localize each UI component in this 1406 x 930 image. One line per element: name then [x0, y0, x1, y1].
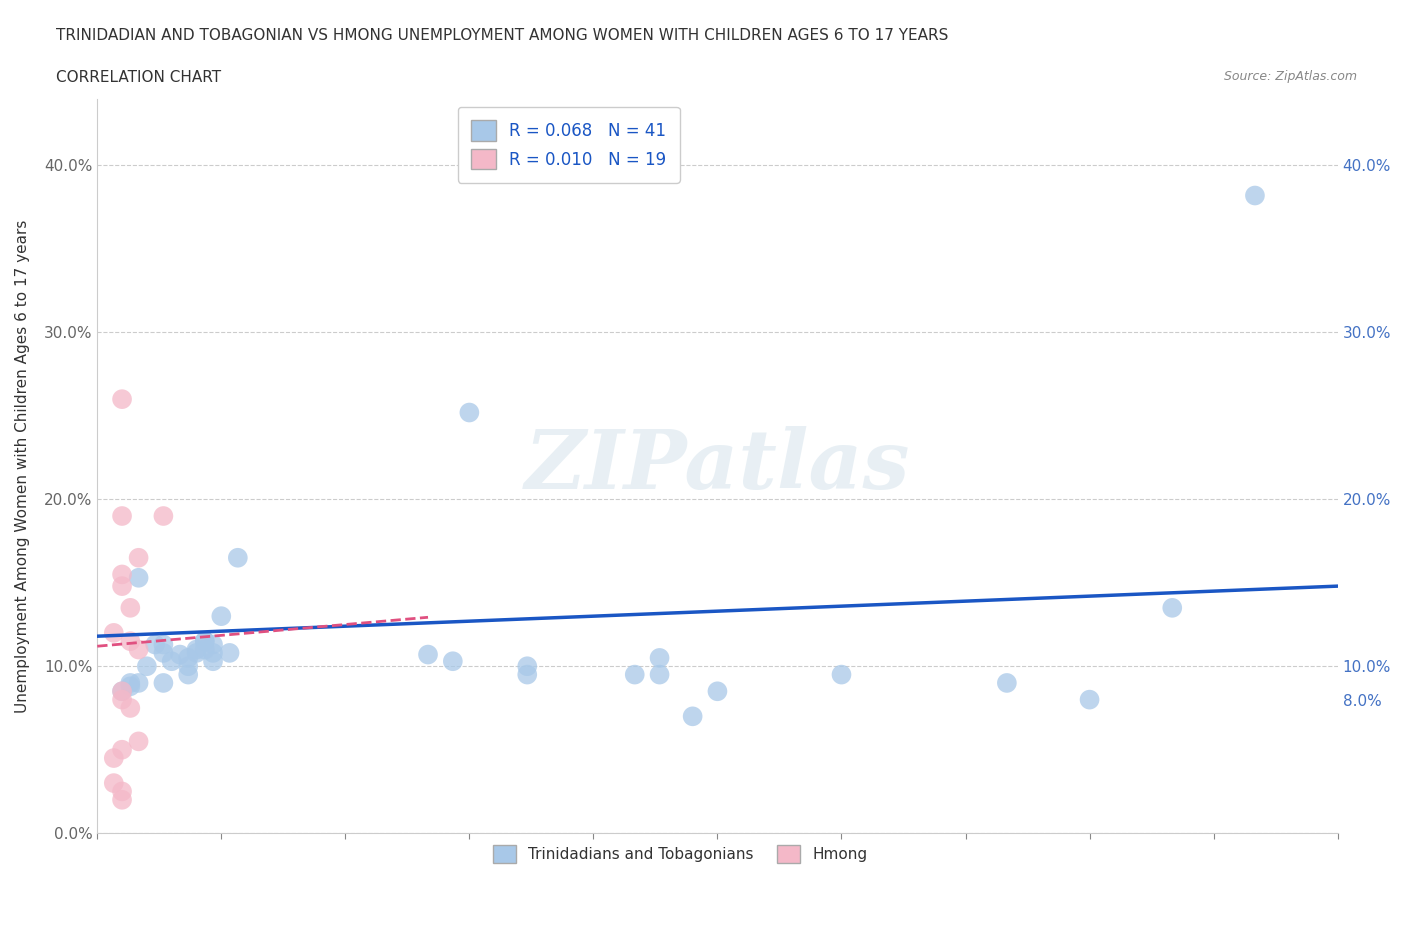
Point [458, 405, 481, 420]
Point [128, 551, 150, 565]
Point [1161, 601, 1184, 616]
Point [120, 700, 142, 715]
Point [128, 734, 150, 749]
Point [186, 645, 208, 660]
Point [995, 675, 1018, 690]
Point [516, 667, 538, 682]
Y-axis label: Unemployment Among Women with Children Ages 6 to 17 years: Unemployment Among Women with Children A… [15, 219, 30, 712]
Point [160, 654, 183, 669]
Point [648, 667, 671, 682]
Point [1244, 188, 1267, 203]
Point [202, 637, 225, 652]
Point [128, 675, 150, 690]
Point [111, 567, 134, 582]
Point [128, 570, 150, 585]
Point [111, 742, 134, 757]
Point [152, 637, 174, 652]
Point [152, 675, 174, 690]
Point [177, 667, 200, 682]
Point [441, 654, 464, 669]
Point [111, 392, 134, 406]
Point [103, 625, 125, 640]
Point [103, 776, 125, 790]
Point [177, 658, 200, 673]
Point [218, 645, 240, 660]
Point [169, 647, 191, 662]
Point [111, 792, 134, 807]
Text: ZIPatlas: ZIPatlas [524, 426, 910, 506]
Point [416, 647, 439, 662]
Point [120, 601, 142, 616]
Point [623, 667, 645, 682]
Point [226, 551, 249, 565]
Point [152, 509, 174, 524]
Point [103, 751, 125, 765]
Text: TRINIDADIAN AND TOBAGONIAN VS HMONG UNEMPLOYMENT AMONG WOMEN WITH CHILDREN AGES : TRINIDADIAN AND TOBAGONIAN VS HMONG UNEM… [56, 28, 949, 43]
Point [194, 642, 217, 657]
Point [143, 637, 166, 652]
Point [111, 684, 134, 698]
Text: Source: ZipAtlas.com: Source: ZipAtlas.com [1223, 70, 1357, 83]
Point [1078, 692, 1101, 707]
Point [128, 642, 150, 657]
Point [152, 645, 174, 660]
Point [682, 709, 704, 724]
Point [194, 633, 217, 648]
Point [111, 578, 134, 593]
Point [120, 675, 142, 690]
Point [135, 658, 157, 673]
Point [120, 679, 142, 694]
Text: CORRELATION CHART: CORRELATION CHART [56, 70, 221, 85]
Point [194, 633, 217, 648]
Point [209, 609, 232, 624]
Point [120, 633, 142, 648]
Point [186, 642, 208, 657]
Point [111, 692, 134, 707]
Point [516, 658, 538, 673]
Point [177, 650, 200, 665]
Point [111, 784, 134, 799]
Point [202, 654, 225, 669]
Point [830, 667, 852, 682]
Point [648, 650, 671, 665]
Point [111, 509, 134, 524]
Point [202, 645, 225, 660]
Point [706, 684, 728, 698]
Point [111, 684, 134, 698]
Legend: Trinidadians and Tobagonians, Hmong: Trinidadians and Tobagonians, Hmong [488, 839, 873, 870]
